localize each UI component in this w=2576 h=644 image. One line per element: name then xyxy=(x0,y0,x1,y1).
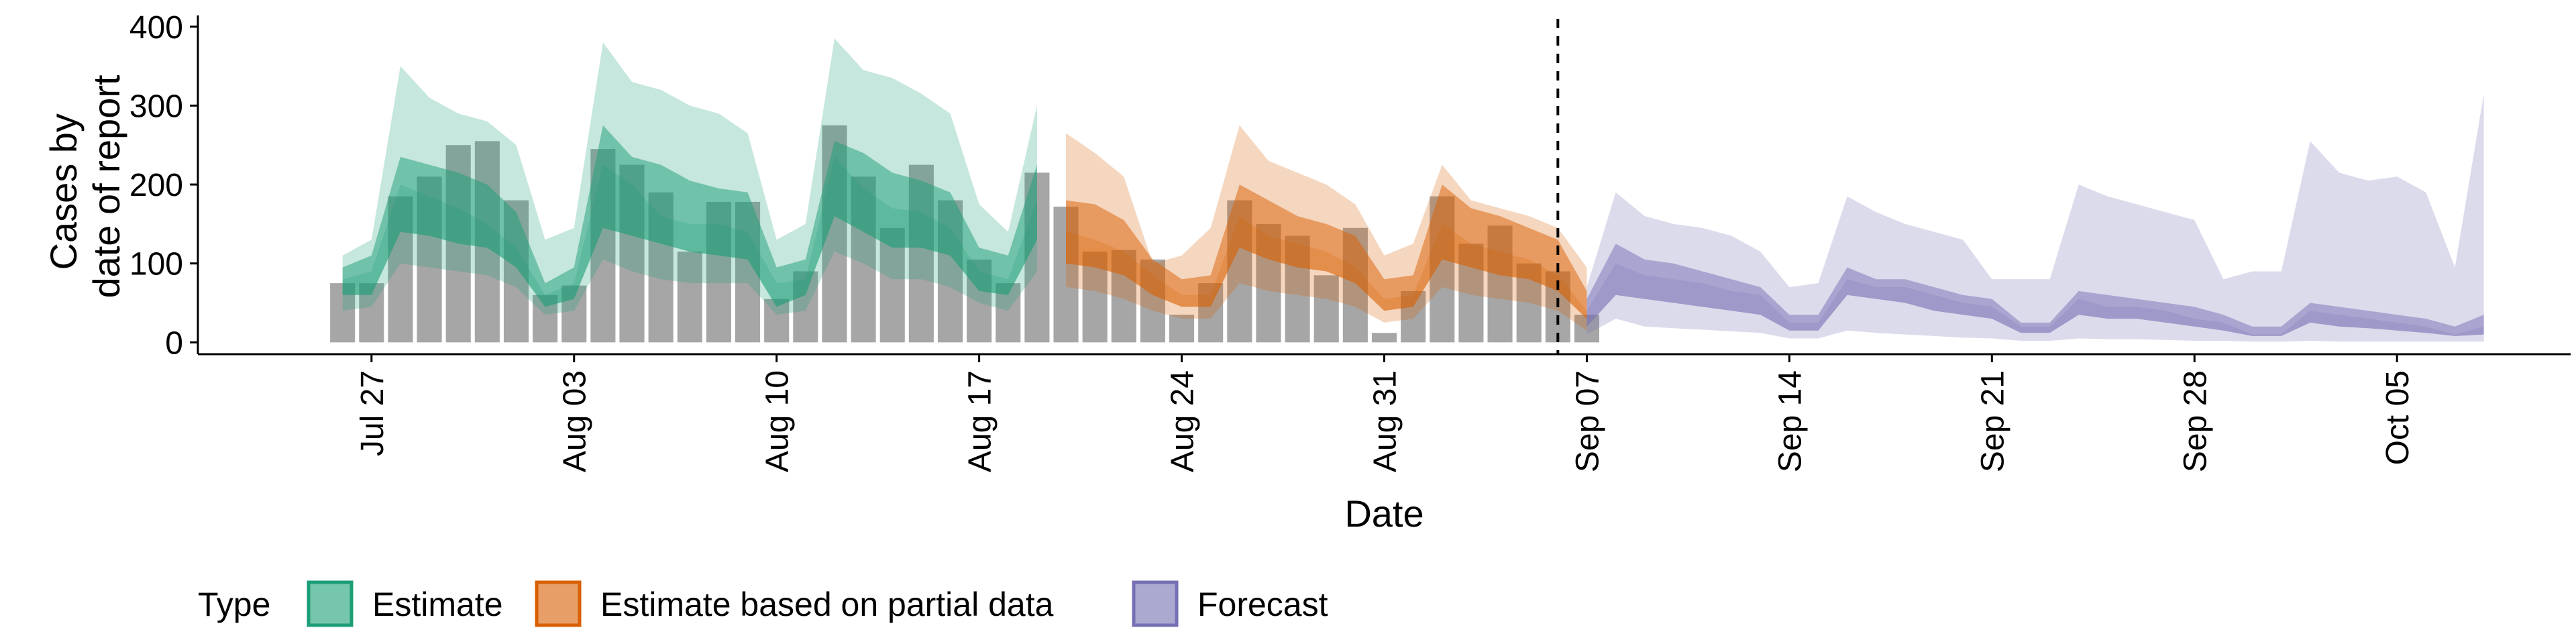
series-group xyxy=(342,38,1037,315)
median-band xyxy=(1587,263,2484,336)
inner-interval-band xyxy=(1587,244,2484,336)
legend-label: Estimate xyxy=(372,586,503,623)
y-tick-label: 0 xyxy=(165,325,183,361)
x-tick-label: Sep 07 xyxy=(1570,370,1605,472)
legend-swatch xyxy=(307,580,354,627)
legend: Type Estimate Estimate based on partial d… xyxy=(198,580,1328,627)
median-band xyxy=(342,156,1037,307)
median-band xyxy=(1066,216,1587,319)
series-group xyxy=(1587,93,2484,342)
legend-label: Estimate based on partial data xyxy=(600,586,1054,623)
inner-interval-band xyxy=(342,125,1037,307)
series-group xyxy=(1066,125,1587,331)
y-tick-label: 300 xyxy=(129,89,183,124)
x-tick-label: Aug 24 xyxy=(1165,370,1201,472)
x-ticks: Jul 27 Aug 03 Aug 10 Aug 17 Aug 24 Aug 31 Sep … xyxy=(355,354,2416,472)
ribbon-series xyxy=(342,38,2484,342)
legend-swatch xyxy=(1132,580,1179,627)
inner-interval-band xyxy=(1066,184,1587,319)
y-tick-label: 400 xyxy=(129,10,183,46)
x-tick-label: Jul 27 xyxy=(355,370,390,456)
y-axis-title-line-2: date of report xyxy=(85,74,127,299)
reported-cases-bar xyxy=(1371,333,1397,343)
x-tick-label: Aug 17 xyxy=(963,370,998,472)
outer-interval-band xyxy=(1587,93,2484,342)
x-tick-label: Sep 14 xyxy=(1772,370,1808,472)
x-tick-label: Sep 21 xyxy=(1975,370,2010,472)
y-ticks: 0 100 200 300 400 xyxy=(129,10,198,361)
reported-cases-bar xyxy=(677,252,702,343)
y-axis-title-line-1: Cases by xyxy=(42,113,85,270)
legend-title: Type xyxy=(198,586,270,623)
x-tick-label: Aug 03 xyxy=(557,370,593,472)
x-tick-label: Aug 31 xyxy=(1368,370,1403,472)
legend-label: Forecast xyxy=(1197,586,1328,623)
legend-swatch xyxy=(535,580,582,627)
x-tick-label: Oct 05 xyxy=(2380,370,2416,465)
y-tick-label: 200 xyxy=(129,168,183,203)
reported-cases-bar xyxy=(1313,275,1339,343)
axes: 0 100 200 300 400 Jul 27 Aug 03 Aug 10 Aug 17 Au… xyxy=(129,10,2571,472)
x-axis-title: Date xyxy=(1344,492,1424,535)
y-axis-title: Cases by date of report xyxy=(42,74,127,299)
x-tick-label: Aug 10 xyxy=(760,370,796,472)
reported-cases-bar xyxy=(1169,315,1195,343)
y-tick-label: 100 xyxy=(129,247,183,282)
x-tick-label: Sep 28 xyxy=(2178,370,2213,472)
